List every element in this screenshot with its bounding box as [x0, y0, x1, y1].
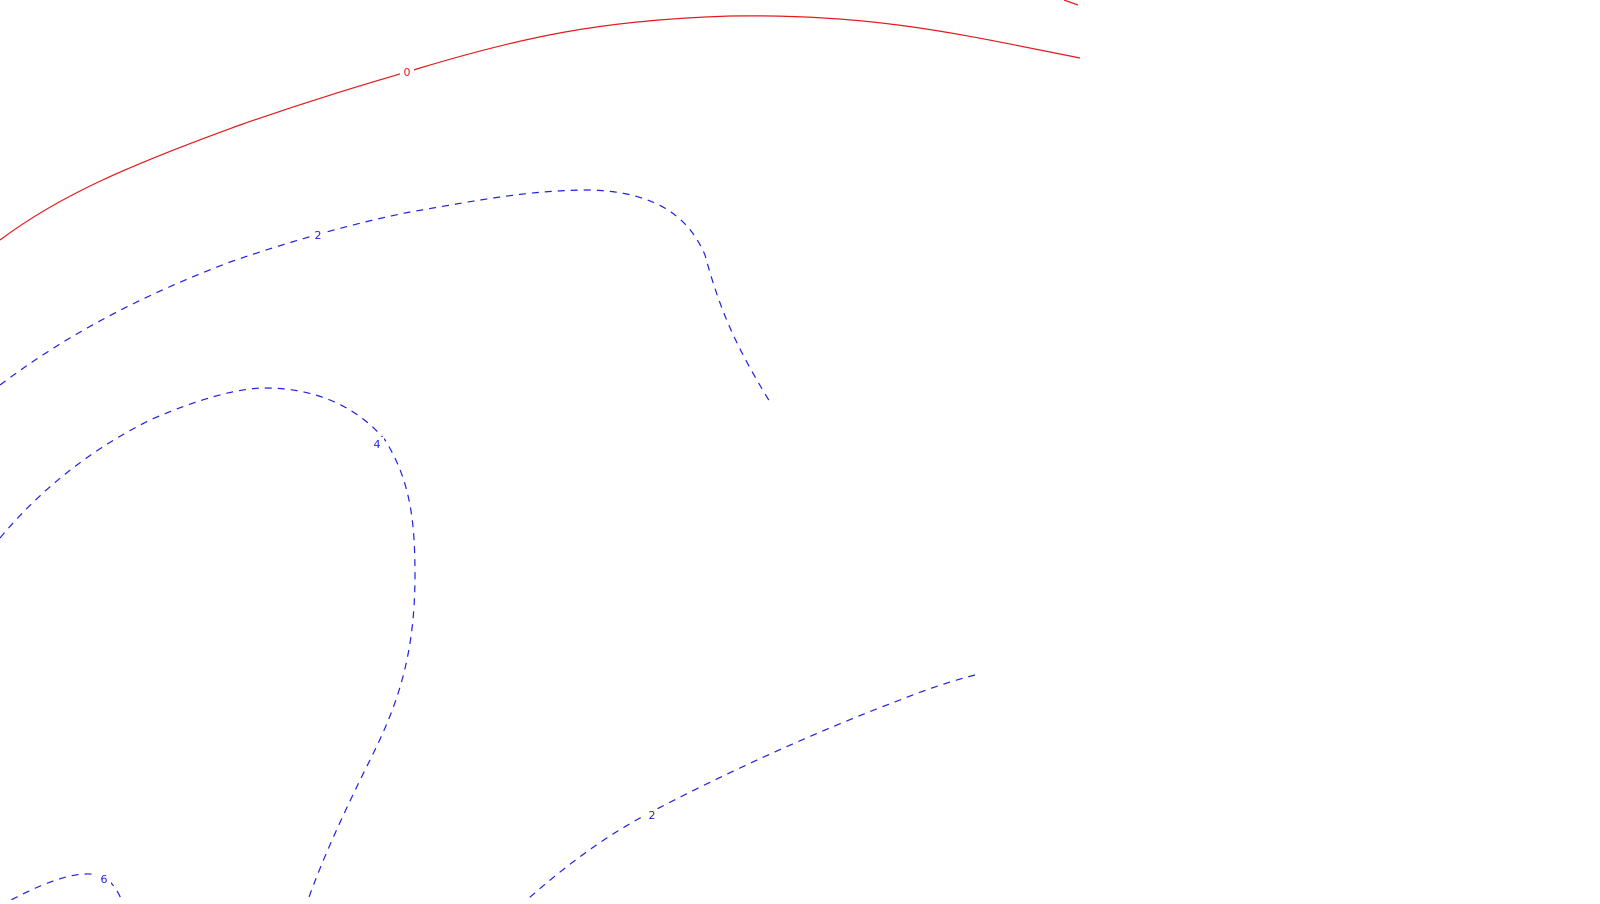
contour-label-2-upper: 2	[311, 229, 325, 243]
contour-line-level-6	[2, 873, 124, 904]
contour-label-6: 6	[97, 873, 111, 887]
contour-label-2-lower-text: 2	[649, 809, 656, 822]
contour-label-4-text: 4	[374, 438, 381, 451]
contour-label-2-lower: 2	[645, 809, 659, 823]
contour-label-0: 0	[400, 65, 414, 79]
contour-label-6-text: 6	[101, 873, 108, 886]
contour-line-level-0	[0, 15, 1081, 241]
contour-label-2-upper-text: 2	[315, 229, 322, 242]
contour-line-level-0-edge	[1063, 0, 1079, 6]
contour-label-4: 4	[370, 437, 384, 451]
contour-line-level-2-upper	[0, 189, 771, 403]
contour-line-level-4	[0, 387, 416, 901]
contour-line-level-2-lower	[521, 674, 976, 904]
contour-label-0-text: 0	[404, 66, 411, 79]
